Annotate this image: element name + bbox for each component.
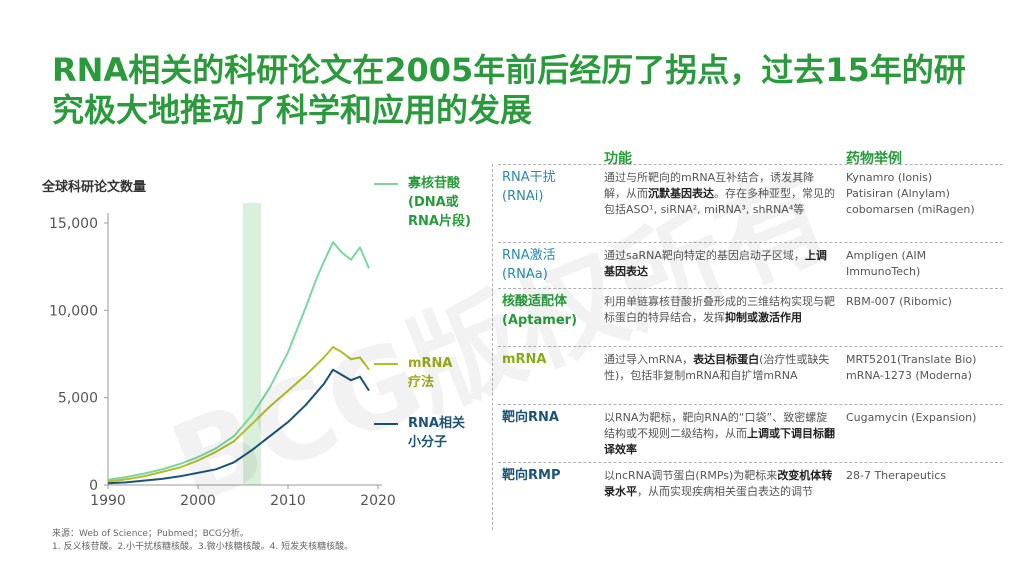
x-tick-label: 2000 (180, 493, 216, 509)
footnote-text: 1. 反义核苷酸。2.小干扰核糖核酸。3.微小核糖核酸。4. 短发夹核糖核酸。 (52, 542, 354, 552)
function-text: 通过导入mRNA， (604, 353, 694, 366)
table-row-name: 靶向RMP (502, 468, 561, 483)
publication-line-chart: 0 5,000 10,000 15,000 1990 2000 2010 2020 (49, 203, 396, 509)
table-row-divider (498, 164, 1003, 165)
function-highlight: 沉默基因表达 (648, 187, 714, 200)
y-tick-label: 0 (89, 478, 98, 494)
table-divider (492, 164, 493, 530)
function-text: 以RNA为靶标，靶向RNA的“口袋”、致密螺旋结构或不规则二级结构，从而 (604, 411, 828, 440)
function-text: 通过saRNA靶向特定的基因启动子区域， (604, 249, 805, 262)
table-row-function: 通过saRNA靶向特定的基因启动子区域，上调基因表达 (604, 248, 836, 280)
y-tick-label: 10,000 (49, 303, 98, 319)
table-row-divider (498, 288, 1003, 289)
function-text: 利用单链寡核苷酸折叠形成的三维结构实现与靶标蛋白的特异结合，发挥 (604, 295, 835, 324)
table-row-divider (498, 404, 1003, 405)
function-text-tail: ，从而实现疾病相关蛋白表达的调节 (637, 485, 813, 498)
legend-label-mrna: mRNA 疗法 (408, 356, 453, 390)
table-row-name: mRNA (502, 352, 547, 367)
column-header-function: 功能 (604, 151, 632, 167)
table-row-drugs: RBM-007 (Ribomic) (846, 295, 952, 308)
function-highlight: 表达目标蛋白 (693, 353, 760, 366)
table-row-name: 靶向RNA (502, 410, 559, 425)
table-row-function: 利用单链寡核苷酸折叠形成的三维结构实现与靶标蛋白的特异结合，发挥抑制或激活作用 (604, 294, 836, 326)
x-tick-label: 2010 (270, 493, 306, 509)
y-tick-label: 15,000 (49, 216, 98, 232)
table-row-name: 核酸适配体 (Aptamer) (502, 294, 578, 328)
legend-label-small-molecule: RNA相关 小分子 (408, 416, 465, 450)
chart-title: 全球科研论文数量 (42, 180, 147, 195)
legend-label-oligonucleotide: 寡核苷酸 (DNA或 RNA片段) (408, 176, 471, 229)
table-row-drugs: MRT5201(Translate Bio) mRNA-1273 (Modern… (846, 353, 977, 382)
series-line-2 (107, 368, 370, 485)
legend-swatch-small-molecule (374, 423, 398, 425)
source-text: 来源：Web of Science；Pubmed；BCG分析。 (52, 529, 249, 539)
legend-swatch-oligonucleotide (374, 183, 398, 185)
x-tick-label: 2020 (360, 493, 396, 509)
table-row-divider (498, 346, 1003, 347)
table-row-drugs: Kynamro (Ionis) Patisiran (Alnylam) cobo… (846, 171, 975, 216)
table-row-function: 以RNA为靶标，靶向RNA的“口袋”、致密螺旋结构或不规则二级结构，从而上调或下… (604, 410, 836, 458)
table-row-drugs: 28-7 Therapeutics (846, 469, 947, 482)
table-row-name: RNA干扰 (RNAi) (502, 170, 556, 204)
function-highlight: 抑制或激活作用 (725, 311, 802, 324)
function-text: 通过与所靶向的mRNA互补结合，诱发其降解，从而 (604, 171, 815, 200)
function-text-tail: 。存在多种亚型，常见的包括ASO¹, siRNA², miRNA³, shRNA… (604, 187, 835, 216)
function-text: 以ncRNA调节蛋白(RMPs)为靶标来 (604, 469, 778, 482)
series-line-0 (107, 241, 370, 481)
table-row-function: 以ncRNA调节蛋白(RMPs)为靶标来改变机体转录水平，从而实现疾病相关蛋白表… (604, 468, 836, 500)
table-row-drugs: Cugamycin (Expansion) (846, 411, 977, 424)
table-row-name: RNA激活 (RNAa) (502, 248, 556, 282)
function-highlight: 改变机体转录水平 (604, 469, 833, 498)
table-row-function: 通过导入mRNA，表达目标蛋白(治疗性或缺失性)，包括非复制mRNA和自扩增mR… (604, 352, 836, 384)
legend-swatch-mrna (374, 363, 398, 365)
column-header-drugs: 药物举例 (846, 151, 902, 167)
table-row-drugs: Ampligen (AIM ImmunoTech) (846, 249, 927, 278)
series-line-1 (107, 346, 370, 483)
source-note: 来源：Web of Science；Pubmed；BCG分析。 1. 反义核苷酸… (52, 528, 552, 554)
page-title: RNA相关的科研论文在2005年前后经历了拐点，过去15年的研究极大地推动了科学… (52, 51, 966, 129)
table-row-divider (498, 462, 1003, 463)
highlight-band (243, 203, 261, 485)
table-row-divider (498, 242, 1003, 243)
table-row-function: 通过与所靶向的mRNA互补结合，诱发其降解，从而沉默基因表达。存在多种亚型，常见… (604, 170, 836, 218)
x-tick-label: 1990 (90, 493, 126, 509)
function-text-tail: (治疗性或缺失性)，包括非复制mRNA和自扩增mRNA (604, 353, 830, 382)
function-highlight: 上调基因表达 (604, 249, 827, 278)
y-tick-label: 5,000 (58, 391, 98, 407)
function-highlight: 上调或下调目标翻译效率 (604, 427, 835, 456)
